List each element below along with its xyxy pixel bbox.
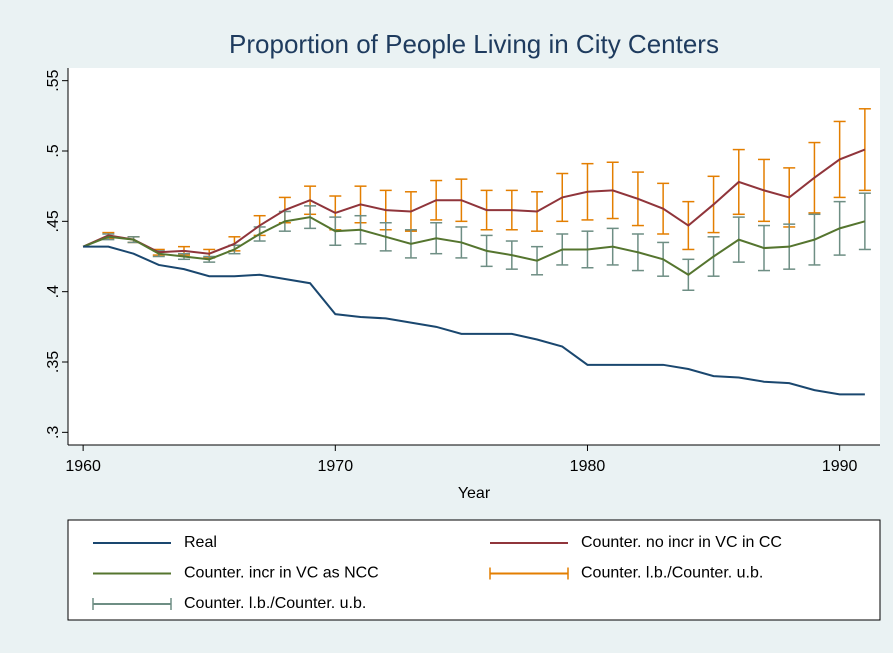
legend — [67, 519, 881, 621]
legend-label: Counter. l.b./Counter. u.b. — [184, 595, 366, 612]
y-tick-label: .3 — [45, 426, 62, 439]
line-series — [82, 148, 866, 255]
x-tick-label: 1990 — [822, 458, 858, 475]
y-tick-label: .35 — [45, 351, 62, 373]
x-tick-label: 1960 — [65, 458, 101, 475]
x-tick-label: 1970 — [318, 458, 354, 475]
y-tick-label: .4 — [45, 285, 62, 298]
legend-label: Counter. l.b./Counter. u.b. — [581, 565, 763, 582]
legend-label: Real — [184, 534, 217, 551]
x-axis-label: Year — [458, 485, 491, 502]
line-series — [82, 216, 866, 276]
line-series — [83, 245, 865, 396]
y-tick-label: .55 — [45, 69, 62, 91]
x-tick-label: 1980 — [570, 458, 606, 475]
y-tick-label: .45 — [45, 210, 62, 232]
y-tick-label: .5 — [45, 144, 62, 157]
chart-title: Proportion of People Living in City Cent… — [229, 29, 719, 59]
legend-label: Counter. incr in VC as NCC — [184, 565, 379, 582]
legend-label: Counter. no incr in VC in CC — [581, 534, 782, 551]
